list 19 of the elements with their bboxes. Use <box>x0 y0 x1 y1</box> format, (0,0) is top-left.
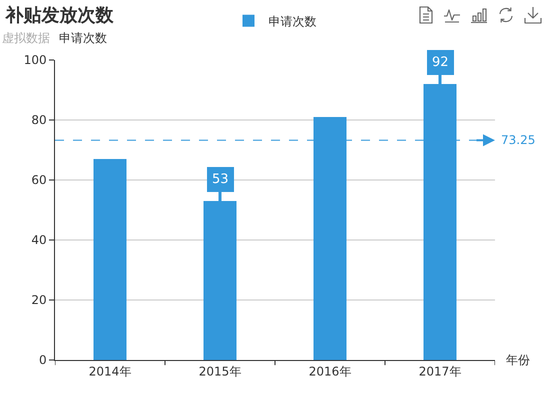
data-label: 92 <box>432 55 449 70</box>
chart-subtitle: 虚拟数据 <box>2 31 50 45</box>
y-tick-label: 60 <box>31 173 47 188</box>
y-tick-label: 40 <box>31 233 47 248</box>
x-tick-label: 2014年 <box>88 364 132 378</box>
chart-title: 补贴发放次数 <box>4 5 114 26</box>
bar <box>94 159 126 360</box>
y-tick-label: 0 <box>38 353 47 368</box>
ref-line-label: 73.25 <box>501 133 536 147</box>
y-tick-label: 20 <box>31 293 47 308</box>
x-tick-label: 2016年 <box>308 364 352 378</box>
x-tick-label: 2017年 <box>418 364 462 378</box>
x-axis-title: 年份 <box>506 353 530 367</box>
legend-label: 申请次数 <box>268 14 316 28</box>
y-tick-label: 80 <box>31 113 47 128</box>
y-axis-title: 申请次数 <box>59 31 107 45</box>
data-label: 53 <box>212 172 229 187</box>
x-tick-label: 2015年 <box>198 364 242 378</box>
y-tick-label: 100 <box>24 53 47 68</box>
